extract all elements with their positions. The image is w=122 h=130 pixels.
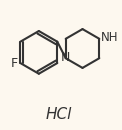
Text: NH: NH	[101, 31, 119, 44]
Text: HCl: HCl	[46, 107, 72, 122]
Text: F: F	[10, 57, 17, 70]
Text: N: N	[61, 51, 70, 64]
